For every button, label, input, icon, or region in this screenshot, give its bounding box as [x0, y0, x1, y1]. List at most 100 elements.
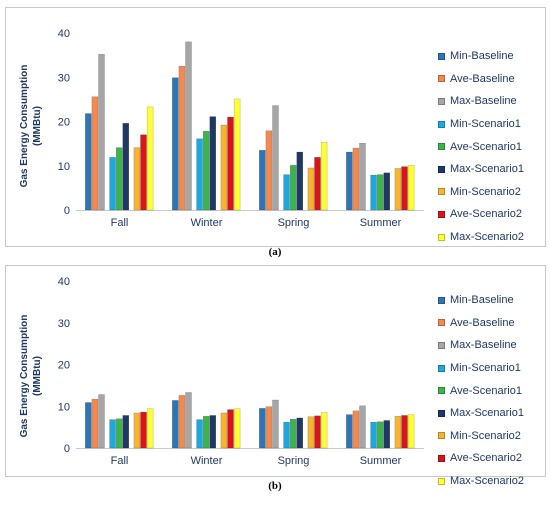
x-tick-label: Fall — [111, 217, 129, 229]
legend-item: Ave-Baseline — [438, 68, 524, 91]
chart-panel-a: 0 10 20 30 40 Fall Winter Spring Summer Gas Ener… — [5, 7, 546, 247]
legend-item: Max-Baseline — [438, 90, 524, 113]
y-axis-label-line2: (MMBtu) — [32, 356, 43, 396]
legend-swatch — [438, 210, 445, 218]
x-tick-label: Winter — [191, 455, 223, 467]
bar — [227, 409, 234, 449]
y-tick-label: 40 — [58, 28, 70, 40]
legend-label: Max-Scenario1 — [450, 163, 524, 176]
chart-panel-b: 0 10 20 30 40 Fall Winter Spring Summer Gas Ener… — [5, 265, 546, 487]
bar — [272, 399, 279, 449]
bar — [352, 147, 360, 211]
bar-chart-a: 0 10 20 30 40 Fall Winter Spring Summer — [58, 28, 424, 229]
bar — [283, 421, 290, 449]
legend-swatch — [438, 75, 445, 83]
x-tick-label: Spring — [278, 455, 310, 467]
bar — [401, 415, 408, 449]
legend-item: Min-Scenario1 — [438, 357, 524, 380]
bar — [133, 147, 141, 211]
bar — [91, 96, 99, 211]
bar — [202, 131, 210, 211]
bar — [140, 134, 147, 211]
y-tick-label: 10 — [58, 161, 70, 173]
legend-swatch — [438, 97, 445, 105]
legend-label: Max-Baseline — [450, 95, 517, 108]
bar — [346, 151, 353, 211]
bar — [178, 65, 186, 211]
y-tick-label: 30 — [58, 318, 70, 330]
legend-label: Min-Scenario2 — [450, 185, 521, 198]
bar — [383, 172, 390, 211]
bar — [133, 412, 141, 449]
bar — [178, 395, 186, 449]
bar — [352, 410, 360, 449]
bar — [220, 412, 228, 449]
y-tick-label: 10 — [58, 401, 70, 413]
bar — [122, 123, 130, 211]
bar — [394, 416, 402, 449]
bar — [209, 116, 217, 211]
legend-swatch — [438, 477, 445, 485]
legend-swatch — [438, 296, 445, 304]
bar — [307, 416, 315, 449]
bar — [320, 412, 328, 449]
y-tick-label: 40 — [58, 276, 70, 288]
legend-swatch — [438, 188, 445, 196]
legend-swatch — [438, 364, 445, 372]
y-axis-label: Gas Energy Consumption (MMBtu) — [18, 26, 44, 226]
legend-label: Ave-Baseline — [450, 72, 515, 85]
x-tick-label: Spring — [278, 217, 310, 229]
legend-swatch — [438, 409, 445, 417]
bar — [370, 174, 377, 211]
bar — [109, 419, 116, 449]
bar — [259, 408, 266, 449]
y-tick-label: 20 — [58, 117, 70, 129]
legend-swatch — [438, 432, 445, 440]
y-tick-label: 0 — [64, 205, 70, 217]
bar — [185, 392, 192, 449]
bar — [115, 418, 123, 449]
legend-swatch — [438, 233, 445, 241]
bar — [233, 98, 241, 211]
figure-caption-a: (a) — [268, 246, 282, 258]
legend-swatch — [438, 454, 445, 462]
legend-item: Max-Baseline — [438, 334, 524, 357]
bar — [370, 421, 377, 449]
bar — [146, 106, 154, 211]
bar — [314, 157, 321, 211]
y-tick-label: 20 — [58, 360, 70, 372]
bar — [233, 408, 241, 449]
bar — [227, 116, 234, 211]
bar — [202, 416, 210, 449]
bar — [209, 415, 217, 449]
y-axis-label-line2: (MMBtu) — [32, 106, 43, 146]
legend-item: Ave-Scenario1 — [438, 135, 524, 158]
bar — [272, 105, 279, 211]
legend-item: Max-Scenario1 — [438, 158, 524, 181]
legend-item: Ave-Scenario2 — [438, 203, 524, 226]
bar — [85, 113, 92, 211]
legend-label: Min-Baseline — [450, 294, 514, 307]
legend-label: Ave-Scenario1 — [450, 384, 522, 397]
bar — [377, 174, 384, 211]
bar — [377, 421, 384, 449]
bar — [259, 150, 266, 211]
bar — [394, 168, 402, 211]
legend-item: Ave-Baseline — [438, 312, 524, 335]
bar — [296, 151, 303, 211]
legend-label: Min-Baseline — [450, 50, 514, 63]
bar — [296, 417, 303, 449]
legend-label: Ave-Scenario1 — [450, 140, 522, 153]
legend-label: Max-Scenario1 — [450, 407, 524, 420]
legend-item: Ave-Scenario2 — [438, 447, 524, 470]
y-tick-label: 30 — [58, 72, 70, 84]
bar — [172, 400, 179, 449]
x-tick-label: Winter — [191, 217, 223, 229]
bar — [98, 54, 105, 211]
bar — [122, 415, 130, 449]
bar — [407, 414, 415, 449]
legend-label: Max-Baseline — [450, 339, 517, 352]
legend-swatch — [438, 387, 445, 395]
bar — [140, 411, 147, 449]
legend-label: Ave-Baseline — [450, 316, 515, 329]
